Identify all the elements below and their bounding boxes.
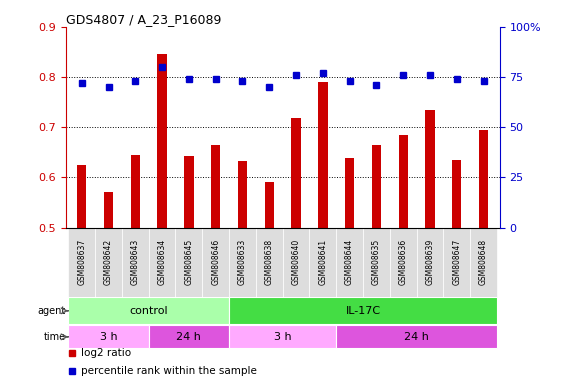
Text: GDS4807 / A_23_P16089: GDS4807 / A_23_P16089 xyxy=(66,13,221,26)
Text: 24 h: 24 h xyxy=(176,332,202,342)
Text: GSM808647: GSM808647 xyxy=(452,239,461,285)
Bar xyxy=(238,161,247,228)
Bar xyxy=(256,228,283,297)
Bar xyxy=(69,297,229,324)
Bar xyxy=(336,325,497,348)
Text: GSM808641: GSM808641 xyxy=(318,239,327,285)
Text: IL-17C: IL-17C xyxy=(345,306,380,316)
Bar xyxy=(399,135,408,228)
Bar xyxy=(390,228,417,297)
Bar xyxy=(264,182,274,228)
Text: GSM808648: GSM808648 xyxy=(479,239,488,285)
Text: 3 h: 3 h xyxy=(274,332,291,342)
Bar xyxy=(318,82,328,228)
Text: GSM808646: GSM808646 xyxy=(211,239,220,285)
Text: GSM808643: GSM808643 xyxy=(131,239,140,285)
Text: time: time xyxy=(44,332,66,342)
Bar xyxy=(229,297,497,324)
Bar xyxy=(452,160,461,228)
Bar xyxy=(202,228,229,297)
Bar xyxy=(345,159,354,228)
Bar xyxy=(148,228,175,297)
Text: GSM808636: GSM808636 xyxy=(399,239,408,285)
Text: GSM808639: GSM808639 xyxy=(425,239,435,285)
Bar xyxy=(372,145,381,228)
Bar xyxy=(184,156,194,228)
Bar xyxy=(104,192,113,228)
Bar xyxy=(69,228,95,297)
Bar xyxy=(425,110,435,228)
Text: 24 h: 24 h xyxy=(404,332,429,342)
Bar xyxy=(470,228,497,297)
Bar xyxy=(148,325,229,348)
Bar xyxy=(211,145,220,228)
Text: agent: agent xyxy=(38,306,66,316)
Text: GSM808638: GSM808638 xyxy=(265,239,274,285)
Text: GSM808644: GSM808644 xyxy=(345,239,354,285)
Text: control: control xyxy=(130,306,168,316)
Bar xyxy=(69,325,148,348)
Text: GSM808634: GSM808634 xyxy=(158,239,167,285)
Text: GSM808645: GSM808645 xyxy=(184,239,194,285)
Bar xyxy=(131,155,140,228)
Text: log2 ratio: log2 ratio xyxy=(81,349,131,359)
Bar xyxy=(229,228,256,297)
Text: GSM808642: GSM808642 xyxy=(104,239,113,285)
Bar xyxy=(417,228,443,297)
Bar xyxy=(363,228,390,297)
Text: percentile rank within the sample: percentile rank within the sample xyxy=(81,366,257,376)
Text: GSM808637: GSM808637 xyxy=(77,239,86,285)
Text: GSM808633: GSM808633 xyxy=(238,239,247,285)
Text: 3 h: 3 h xyxy=(100,332,117,342)
Bar xyxy=(479,130,488,228)
Bar xyxy=(283,228,309,297)
Text: GSM808640: GSM808640 xyxy=(292,239,300,285)
Bar xyxy=(95,228,122,297)
Bar xyxy=(175,228,202,297)
Bar xyxy=(229,325,336,348)
Bar xyxy=(291,118,301,228)
Bar xyxy=(122,228,148,297)
Bar xyxy=(336,228,363,297)
Bar xyxy=(309,228,336,297)
Bar xyxy=(158,55,167,228)
Text: GSM808635: GSM808635 xyxy=(372,239,381,285)
Bar xyxy=(443,228,470,297)
Bar xyxy=(77,165,86,228)
